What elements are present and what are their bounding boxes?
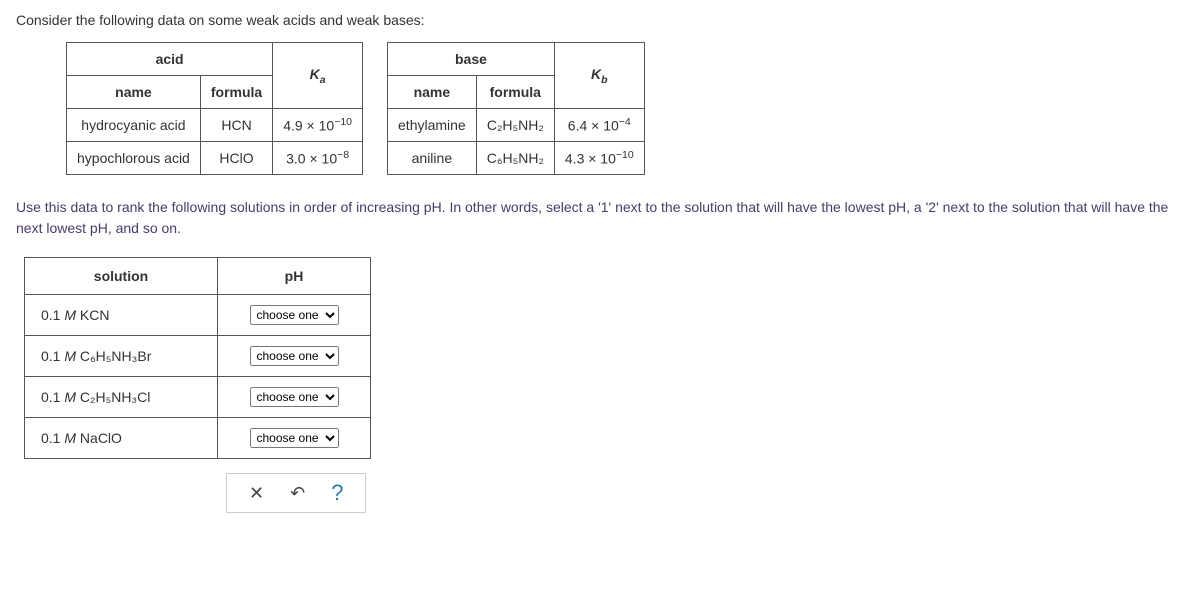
table-row: 0.1 M KCN choose one bbox=[25, 295, 371, 336]
acid-group-header: acid bbox=[67, 43, 273, 76]
table-row: aniline C₆H₅NH₂ 4.3 × 10−10 bbox=[388, 142, 645, 175]
acid-name-cell: hydrocyanic acid bbox=[67, 109, 201, 142]
table-row: 0.1 M NaClO choose one bbox=[25, 418, 371, 459]
undo-icon[interactable]: ↶ bbox=[290, 483, 305, 504]
ph-select-cell: choose one bbox=[218, 377, 371, 418]
table-row: hypochlorous acid HClO 3.0 × 10−8 bbox=[67, 142, 363, 175]
ranking-table: solution pH 0.1 M KCN choose one 0.1 M C… bbox=[24, 257, 371, 459]
acid-formula-cell: HCN bbox=[200, 109, 272, 142]
solution-label: 0.1 M C₆H₅NH₃Br bbox=[25, 336, 218, 377]
acid-table: acid Ka name formula hydrocyanic acid HC… bbox=[66, 42, 363, 175]
ph-select[interactable]: choose one bbox=[250, 346, 339, 366]
ph-select[interactable]: choose one bbox=[250, 387, 339, 407]
base-k-cell: 4.3 × 10−10 bbox=[554, 142, 644, 175]
base-formula-cell: C₆H₅NH₂ bbox=[476, 142, 554, 175]
table-row: 0.1 M C₆H₅NH₃Br choose one bbox=[25, 336, 371, 377]
help-icon[interactable]: ? bbox=[331, 480, 343, 506]
ph-select-cell: choose one bbox=[218, 418, 371, 459]
instruction-text: Use this data to rank the following solu… bbox=[16, 197, 1173, 239]
base-formula-header: formula bbox=[476, 76, 554, 109]
ph-select-cell: choose one bbox=[218, 295, 371, 336]
acid-k-cell: 3.0 × 10−8 bbox=[273, 142, 363, 175]
acid-formula-header: formula bbox=[200, 76, 272, 109]
acid-k-cell: 4.9 × 10−10 bbox=[273, 109, 363, 142]
solution-label: 0.1 M NaClO bbox=[25, 418, 218, 459]
ph-select-cell: choose one bbox=[218, 336, 371, 377]
close-icon[interactable]: ✕ bbox=[249, 483, 264, 504]
acid-k-header: Ka bbox=[273, 43, 363, 109]
base-k-header: Kb bbox=[554, 43, 644, 109]
action-toolbar: ✕ ↶ ? bbox=[226, 473, 366, 513]
intro-text: Consider the following data on some weak… bbox=[16, 12, 1173, 28]
table-row: 0.1 M C₂H₅NH₃Cl choose one bbox=[25, 377, 371, 418]
acid-formula-cell: HClO bbox=[200, 142, 272, 175]
tables-row: acid Ka name formula hydrocyanic acid HC… bbox=[66, 42, 1173, 175]
base-name-header: name bbox=[388, 76, 477, 109]
base-table: base Kb name formula ethylamine C₂H₅NH₂ … bbox=[387, 42, 645, 175]
base-k-cell: 6.4 × 10−4 bbox=[554, 109, 644, 142]
table-row: ethylamine C₂H₅NH₂ 6.4 × 10−4 bbox=[388, 109, 645, 142]
acid-name-header: name bbox=[67, 76, 201, 109]
table-row: hydrocyanic acid HCN 4.9 × 10−10 bbox=[67, 109, 363, 142]
solution-label: 0.1 M KCN bbox=[25, 295, 218, 336]
ranking-solution-header: solution bbox=[25, 258, 218, 295]
acid-name-cell: hypochlorous acid bbox=[67, 142, 201, 175]
solution-label: 0.1 M C₂H₅NH₃Cl bbox=[25, 377, 218, 418]
base-name-cell: ethylamine bbox=[388, 109, 477, 142]
ph-select[interactable]: choose one bbox=[250, 305, 339, 325]
base-name-cell: aniline bbox=[388, 142, 477, 175]
base-group-header: base bbox=[388, 43, 555, 76]
ph-select[interactable]: choose one bbox=[250, 428, 339, 448]
ranking-ph-header: pH bbox=[218, 258, 371, 295]
base-formula-cell: C₂H₅NH₂ bbox=[476, 109, 554, 142]
